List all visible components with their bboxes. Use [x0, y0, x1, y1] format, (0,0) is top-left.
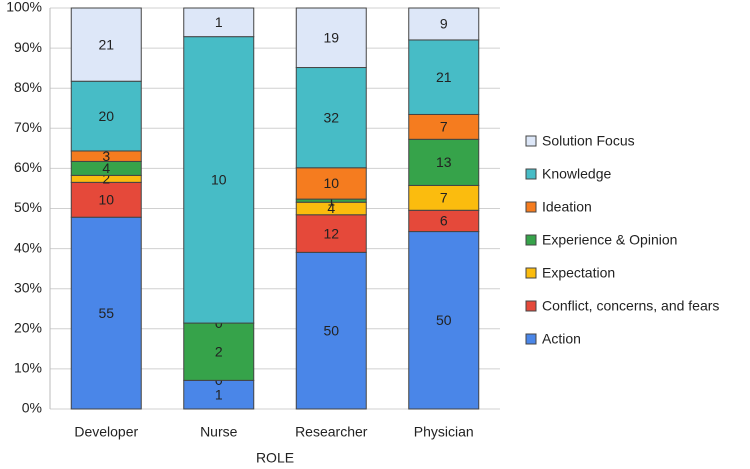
x-tick-label: Nurse — [200, 424, 238, 440]
legend-swatch — [525, 234, 537, 246]
y-tick-label: 20% — [14, 320, 42, 336]
bar-segment — [408, 39, 480, 115]
y-tick-label: 30% — [14, 279, 42, 295]
legend-swatch — [525, 300, 537, 312]
x-tick-label: Researcher — [295, 424, 368, 440]
data-label: 10 — [98, 191, 114, 207]
x-tick-label: Developer — [74, 424, 138, 440]
bar-segment — [183, 322, 255, 381]
y-tick-label: 70% — [14, 119, 42, 135]
data-label: 2 — [215, 343, 223, 359]
data-label: 7 — [440, 190, 448, 206]
bar-segment — [183, 36, 255, 324]
y-tick-label: 100% — [6, 0, 42, 15]
data-label: 1 — [327, 192, 335, 208]
data-label: 10 — [211, 172, 227, 188]
bar-segment — [183, 7, 255, 38]
bar-segment — [408, 231, 480, 410]
y-tick-label: 40% — [14, 239, 42, 255]
bar-segment — [70, 216, 142, 410]
y-tick-label: 10% — [14, 360, 42, 376]
data-label: 1 — [215, 386, 223, 402]
bar-segment — [183, 379, 255, 410]
data-label: 10 — [323, 175, 339, 191]
legend-swatch — [525, 135, 537, 147]
legend-label: Conflict, concerns, and fears — [542, 298, 719, 314]
data-label: 50 — [323, 322, 339, 338]
legend-swatch — [525, 201, 537, 213]
bar-segment — [70, 80, 142, 152]
data-label: 55 — [98, 305, 114, 321]
data-label: 4 — [102, 160, 110, 176]
y-tick-label: 80% — [14, 79, 42, 95]
bar-segment — [408, 7, 480, 41]
legend-label: Ideation — [542, 199, 592, 215]
data-label: 9 — [440, 16, 448, 32]
legend-label: Solution Focus — [542, 133, 635, 149]
y-tick-label: 50% — [14, 199, 42, 215]
x-tick-label: Physician — [414, 424, 474, 440]
bar-segment — [408, 184, 480, 211]
data-label: 20 — [98, 108, 114, 124]
bar-segment — [295, 7, 367, 69]
data-label: 1 — [215, 14, 223, 30]
data-label: 21 — [98, 36, 114, 52]
data-label: 6 — [440, 213, 448, 229]
data-label: 19 — [323, 29, 339, 45]
x-axis-label: ROLE — [256, 450, 294, 466]
data-label: 32 — [323, 109, 339, 125]
data-label: 12 — [323, 225, 339, 241]
bar-segment — [408, 138, 480, 186]
bar-segment — [70, 7, 142, 82]
legend-swatch — [525, 333, 537, 345]
data-label: 4 — [327, 200, 335, 216]
data-label: 50 — [436, 312, 452, 328]
y-tick-label: 90% — [14, 39, 42, 55]
data-label: 3 — [102, 148, 110, 164]
data-label: 2 — [102, 171, 110, 187]
legend-label: Experience & Opinion — [542, 232, 677, 248]
bar-segment — [295, 251, 367, 410]
legend-label: Action — [542, 331, 581, 347]
legend-label: Knowledge — [542, 166, 611, 182]
legend-label: Expectation — [542, 265, 615, 281]
data-label: 13 — [436, 154, 452, 170]
y-tick-label: 0% — [22, 400, 42, 416]
legend-swatch — [525, 267, 537, 279]
data-label: 21 — [436, 69, 452, 85]
legend-swatch — [525, 168, 537, 180]
bar-segment — [295, 214, 367, 253]
data-label: 7 — [440, 119, 448, 135]
y-tick-label: 60% — [14, 159, 42, 175]
